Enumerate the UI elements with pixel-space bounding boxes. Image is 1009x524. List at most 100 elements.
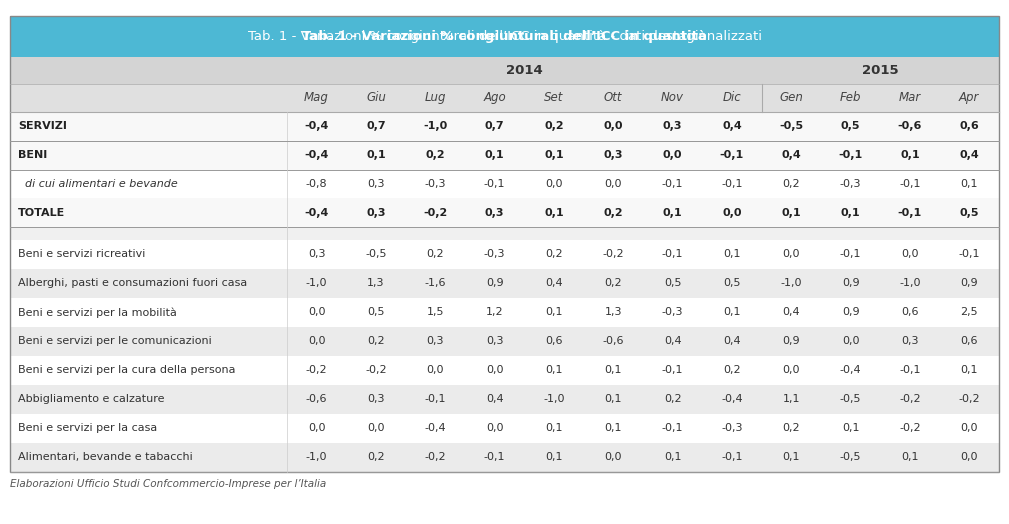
Text: 0,5: 0,5: [367, 307, 384, 318]
Text: -0,5: -0,5: [839, 452, 862, 462]
Text: -0,2: -0,2: [959, 394, 980, 404]
Text: 0,2: 0,2: [367, 336, 384, 346]
Bar: [10, 227, 999, 240]
Text: 0,4: 0,4: [722, 121, 742, 131]
Text: 0,1: 0,1: [663, 208, 682, 218]
Text: -0,4: -0,4: [839, 365, 862, 375]
Text: 0,2: 0,2: [603, 208, 624, 218]
Text: 0,1: 0,1: [484, 150, 504, 160]
Text: SERVIZI: SERVIZI: [18, 121, 67, 131]
Text: 0,3: 0,3: [485, 208, 504, 218]
Text: 0,0: 0,0: [308, 423, 325, 433]
Text: 0,2: 0,2: [544, 121, 564, 131]
Text: 0,1: 0,1: [604, 365, 622, 375]
Text: 0,3: 0,3: [603, 150, 623, 160]
Text: -0,2: -0,2: [425, 452, 446, 462]
Text: 0,4: 0,4: [723, 336, 741, 346]
Bar: [10, 385, 999, 413]
Text: -0,4: -0,4: [425, 423, 446, 433]
Text: -0,1: -0,1: [425, 394, 446, 404]
Text: Abbigliamento e calzature: Abbigliamento e calzature: [18, 394, 164, 404]
Text: -0,1: -0,1: [484, 179, 506, 189]
Text: 0,0: 0,0: [901, 249, 918, 259]
Text: -0,3: -0,3: [425, 179, 446, 189]
Text: -1,0: -1,0: [423, 121, 447, 131]
Text: 0,4: 0,4: [664, 336, 681, 346]
Text: 0,3: 0,3: [367, 179, 384, 189]
Bar: [10, 240, 999, 269]
Text: 0,3: 0,3: [486, 336, 503, 346]
Bar: [10, 140, 999, 169]
Text: 0,0: 0,0: [486, 365, 503, 375]
Text: 0,1: 0,1: [544, 150, 564, 160]
Text: -1,0: -1,0: [543, 394, 565, 404]
Text: -0,1: -0,1: [839, 249, 862, 259]
Text: 0,1: 0,1: [604, 423, 622, 433]
Text: -0,2: -0,2: [306, 365, 328, 375]
Text: 0,2: 0,2: [782, 423, 800, 433]
Text: Tab. 1 - Variazioni % congiunturali dell’ICC in quantità: Tab. 1 - Variazioni % congiunturali dell…: [302, 30, 707, 42]
Text: -0,5: -0,5: [839, 394, 862, 404]
Text: 0,0: 0,0: [722, 208, 742, 218]
Text: 0,1: 0,1: [664, 452, 681, 462]
Text: 0,4: 0,4: [781, 150, 801, 160]
Text: -0,1: -0,1: [899, 365, 920, 375]
Text: 0,1: 0,1: [961, 365, 978, 375]
Text: 0,9: 0,9: [842, 307, 860, 318]
Text: Apr: Apr: [960, 91, 980, 104]
Text: 0,0: 0,0: [961, 452, 978, 462]
Text: -0,1: -0,1: [719, 150, 744, 160]
Text: -0,4: -0,4: [721, 394, 743, 404]
Text: Beni e servizi per la mobilità: Beni e servizi per la mobilità: [18, 307, 177, 318]
Text: -0,1: -0,1: [838, 150, 863, 160]
Text: -0,3: -0,3: [839, 179, 862, 189]
Text: 0,0: 0,0: [308, 336, 325, 346]
Text: 0,7: 0,7: [366, 121, 385, 131]
Text: 0,9: 0,9: [782, 336, 800, 346]
Text: 1,3: 1,3: [604, 307, 622, 318]
Text: 0,1: 0,1: [545, 423, 563, 433]
Text: -0,1: -0,1: [662, 179, 683, 189]
Text: 0,1: 0,1: [900, 150, 920, 160]
Text: 0,5: 0,5: [664, 278, 681, 288]
Text: 0,0: 0,0: [842, 336, 860, 346]
Text: -0,1: -0,1: [899, 179, 920, 189]
Bar: [10, 57, 999, 84]
Text: Mag: Mag: [304, 91, 329, 104]
Text: -0,2: -0,2: [365, 365, 386, 375]
Text: 0,2: 0,2: [367, 452, 384, 462]
Text: -1,0: -1,0: [306, 278, 327, 288]
Text: Set: Set: [544, 91, 564, 104]
Text: Alimentari, bevande e tabacchi: Alimentari, bevande e tabacchi: [18, 452, 193, 462]
Text: 0,0: 0,0: [604, 179, 622, 189]
Text: Beni e servizi per le comunicazioni: Beni e servizi per le comunicazioni: [18, 336, 212, 346]
Bar: [10, 356, 999, 385]
Text: -0,6: -0,6: [602, 336, 624, 346]
Text: -0,2: -0,2: [602, 249, 625, 259]
Text: Lug: Lug: [425, 91, 446, 104]
Text: 0,1: 0,1: [783, 452, 800, 462]
Text: 0,0: 0,0: [604, 452, 622, 462]
Text: -0,1: -0,1: [959, 249, 980, 259]
Text: 0,0: 0,0: [603, 121, 623, 131]
Text: Beni e servizi per la cura della persona: Beni e servizi per la cura della persona: [18, 365, 236, 375]
Text: 0,6: 0,6: [901, 307, 918, 318]
Text: -0,2: -0,2: [899, 423, 921, 433]
Bar: [10, 298, 999, 327]
Text: -0,1: -0,1: [484, 452, 506, 462]
Text: -0,4: -0,4: [305, 208, 329, 218]
Text: 0,4: 0,4: [960, 150, 979, 160]
Text: 0,9: 0,9: [961, 278, 978, 288]
Text: di cui alimentari e bevande: di cui alimentari e bevande: [18, 179, 178, 189]
Text: Alberghi, pasti e consumazioni fuori casa: Alberghi, pasti e consumazioni fuori cas…: [18, 278, 247, 288]
Text: -0,4: -0,4: [305, 121, 329, 131]
Text: 0,0: 0,0: [308, 307, 325, 318]
Text: -0,4: -0,4: [305, 150, 329, 160]
Text: -0,6: -0,6: [306, 394, 327, 404]
Text: -0,5: -0,5: [365, 249, 386, 259]
Text: TOTALE: TOTALE: [18, 208, 66, 218]
Text: -0,6: -0,6: [898, 121, 922, 131]
Text: -0,1: -0,1: [898, 208, 922, 218]
Text: 0,0: 0,0: [367, 423, 384, 433]
Text: Ott: Ott: [604, 91, 623, 104]
